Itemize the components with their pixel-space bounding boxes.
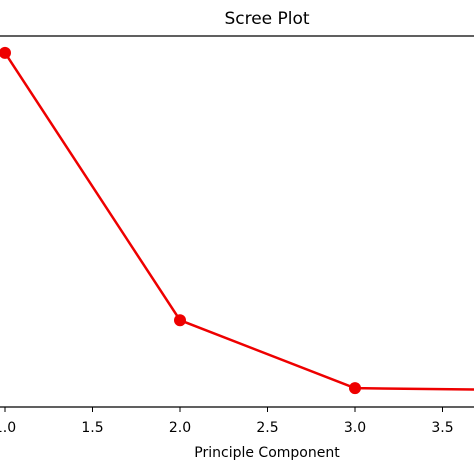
x-tick-label: 3.5 xyxy=(431,420,453,436)
data-point xyxy=(174,314,186,327)
x-tick-label: 1.5 xyxy=(81,420,103,436)
data-line xyxy=(3,52,474,391)
chart-title: Scree Plot xyxy=(224,9,309,29)
x-tick-label: 3.0 xyxy=(344,420,366,436)
x-tick-label: 1.0 xyxy=(0,420,16,436)
x-tick-label: 2.5 xyxy=(256,420,278,436)
data-point xyxy=(349,382,361,395)
x-tick-label: 2.0 xyxy=(169,420,191,436)
x-axis-label: Principle Component xyxy=(194,445,340,461)
data-point xyxy=(0,46,11,59)
